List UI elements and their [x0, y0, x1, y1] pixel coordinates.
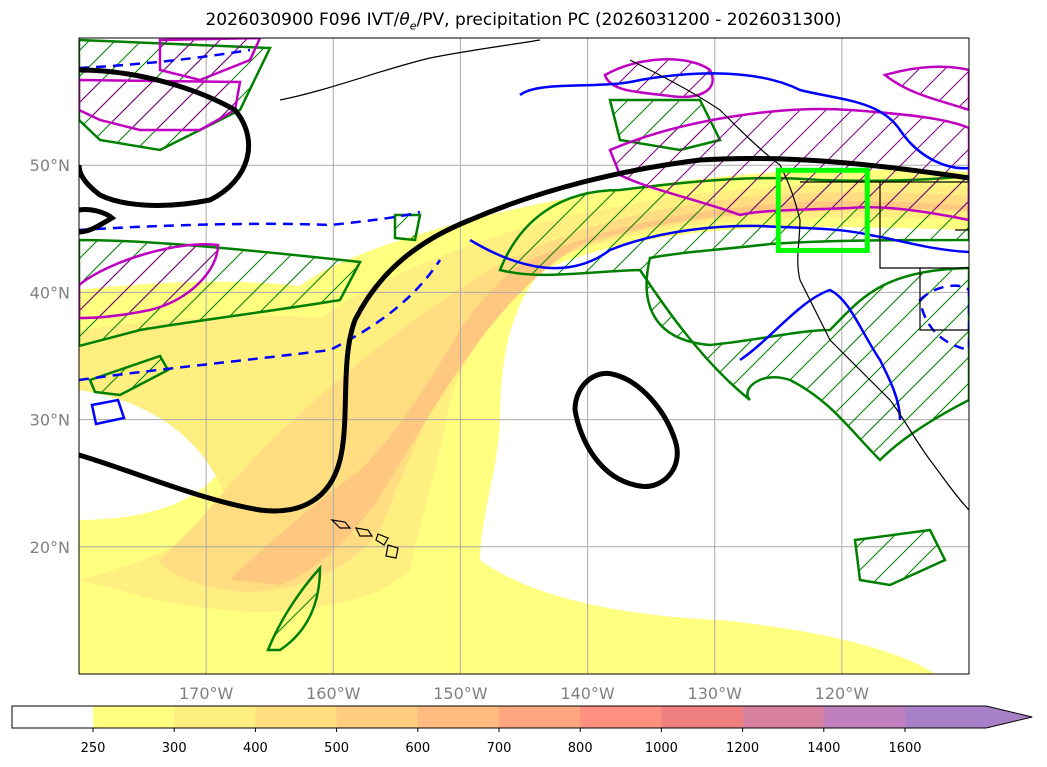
lat-tick-label: 50°N [30, 156, 70, 175]
pv-region-ne [882, 65, 969, 112]
lon-tick-label: 130°W [688, 684, 743, 703]
pv-contour-main [79, 155, 969, 514]
colorbar-segment [742, 706, 825, 728]
lon-tick-label: 170°W [179, 684, 234, 703]
theta-e-solid-jet [469, 224, 969, 270]
lon-tick-label: 160°W [306, 684, 361, 703]
colorbar-tick-label: 1200 [726, 741, 759, 756]
coastline-hawaii [330, 519, 399, 559]
colorbar-segment [905, 706, 1033, 728]
precip-region-center [393, 213, 422, 242]
colorbar-tick-label: 500 [324, 741, 349, 756]
colorbar-segment-below [12, 706, 93, 728]
pv-contour-west-stub [79, 207, 117, 235]
colorbar-tick-label: 1600 [888, 741, 921, 756]
colorbar-outline [11, 705, 1033, 729]
pv-contour-north [79, 67, 252, 208]
colorbar-segment [499, 706, 581, 728]
lat-tick-label: 20°N [30, 538, 70, 557]
coastlines [279, 39, 969, 559]
theta-e-small-loop [90, 398, 126, 426]
theta-e-contours [79, 48, 969, 426]
coastline-alaska [279, 39, 541, 101]
colorbar-segment [417, 706, 500, 728]
highlight-box [775, 167, 870, 253]
colorbar-tick-label: 800 [568, 741, 593, 756]
theta-e-dashed-west [79, 259, 442, 382]
lat-tick-labels: 50°N 40°N 30°N 20°N [30, 156, 70, 557]
lon-tick-label: 120°W [815, 684, 870, 703]
precip-region-sw [88, 354, 170, 397]
colorbar-tick-label: 300 [162, 741, 187, 756]
colorbar-segment [93, 706, 175, 728]
lat-tick-label: 40°N [30, 283, 70, 302]
pv-contour-loop [572, 370, 680, 489]
colorbar-tick-label: 400 [243, 741, 268, 756]
colorbar-segment [661, 706, 744, 728]
pv-region-jet [608, 107, 969, 222]
colorbar-segment [823, 706, 906, 728]
coastline-north-america [629, 59, 969, 511]
colorbar-tick-label: 250 [81, 741, 106, 756]
colorbar-tick-label: 700 [487, 741, 512, 756]
colorbar-segment [580, 706, 662, 728]
colorbar-tick-label: 1000 [645, 741, 678, 756]
theta-e-dashed-se [918, 284, 969, 352]
lon-tick-label: 150°W [433, 684, 488, 703]
colorbar-segment [336, 706, 419, 728]
pv-hatch-contours [79, 38, 969, 320]
lon-tick-labels: 170°W 160°W 150°W 140°W 130°W 120°W [179, 684, 869, 703]
pv-contours [79, 67, 969, 514]
theta-e-dashed-mid [79, 210, 421, 232]
colorbar: 250 300 400 500 600 700 800 1000 1200 1400 1600 [11, 705, 1033, 756]
colorbar-tick-label: 1400 [807, 741, 840, 756]
map-title: 2026030900 F096 IVT/θe/PV, precipitation… [205, 10, 842, 33]
theta-e-dashed-nw [79, 48, 251, 70]
precip-region-se [853, 528, 947, 587]
map-frame [78, 37, 970, 675]
colorbar-tick-label: 600 [405, 741, 430, 756]
lon-tick-label: 140°W [560, 684, 615, 703]
pv-region-west [79, 243, 220, 320]
lat-tick-label: 30°N [30, 411, 70, 430]
border-states [879, 182, 969, 331]
theta-e-solid-coast [739, 288, 902, 421]
precip-region-hawaii [266, 564, 322, 652]
colorbar-segment [255, 706, 338, 728]
theta-e-solid-ne [519, 72, 969, 170]
colorbar-segment [174, 706, 256, 728]
